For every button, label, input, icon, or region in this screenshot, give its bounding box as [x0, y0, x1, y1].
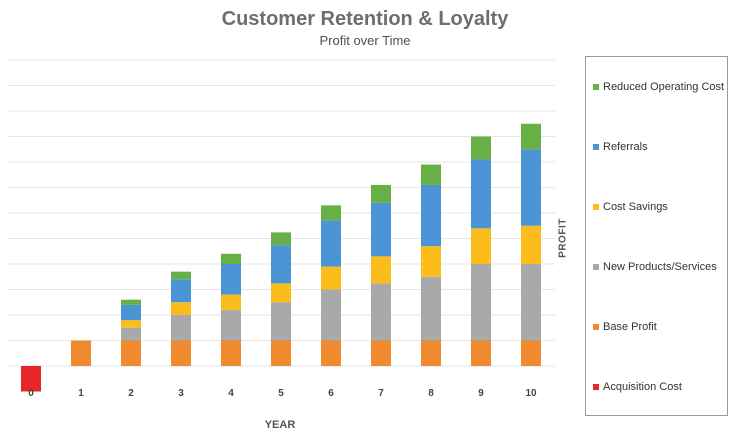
legend-item: Referrals: [593, 141, 648, 153]
x-tick-label: 4: [228, 388, 234, 399]
x-tick-label: 3: [178, 388, 184, 399]
bar-segment: Referrals (4): 6: [221, 264, 241, 295]
x-tick-label: 5: [278, 388, 284, 399]
bar-segment: New Products/Services (8): 12.5: [421, 276, 441, 341]
legend-label: Acquisition Cost: [603, 381, 682, 393]
bar-segment: Referrals (6): 9: [321, 220, 341, 267]
legend-item: Cost Savings: [593, 201, 668, 213]
bar-segment: New Products/Services (6): 10: [321, 289, 341, 341]
bar-segment: Referrals (9): 13.5: [471, 159, 491, 229]
bar-segment: Reduced Operating Cost (2): 1: [121, 299, 141, 305]
bar-segment: Base Profit (5): 5: [271, 340, 291, 366]
bar-segment: Referrals (3): 4.5: [171, 279, 191, 303]
x-tick-label: 1: [78, 388, 84, 399]
bar-segment: Cost Savings (4): 3: [221, 294, 241, 310]
legend-label: Base Profit: [603, 321, 657, 333]
x-tick-label: 7: [378, 388, 384, 399]
legend-label: New Products/Services: [603, 261, 717, 273]
bar-segment: Reduced Operating Cost (7): 3.5: [371, 184, 391, 203]
y-axis-label: PROFIT: [557, 218, 569, 258]
bar-segment: Base Profit (2): 5: [121, 340, 141, 366]
legend-label: Cost Savings: [603, 201, 668, 213]
bar-segment: New Products/Services (3): 5: [171, 315, 191, 341]
bar-segment: New Products/Services (7): 11.2: [371, 283, 391, 341]
bar-segment: Reduced Operating Cost (6): 3: [321, 205, 341, 221]
chart-subtitle: Profit over Time: [319, 33, 411, 48]
legend-item: New Products/Services: [593, 261, 717, 273]
legend-swatch: [593, 204, 599, 210]
bar-segment: Reduced Operating Cost (10): 5: [521, 123, 541, 150]
bar-segment: Cost Savings (3): 2.5: [171, 302, 191, 315]
bar-segment: Cost Savings (9): 7: [471, 228, 491, 264]
bar-segment: Base Profit (4): 5: [221, 340, 241, 366]
chart-legend: Reduced Operating Cost Referrals Cost Savi…: [585, 56, 728, 416]
legend-label: Referrals: [603, 141, 648, 153]
legend-swatch: [593, 264, 599, 270]
bar-segment: New Products/Services (9): 15: [471, 264, 491, 341]
bar-segment: New Products/Services (4): 6: [221, 309, 241, 341]
chart-title: Customer Retention & Loyalty: [221, 8, 509, 30]
bar-segment: Referrals (10): 15: [521, 149, 541, 226]
legend-item: Reduced Operating Cost: [593, 81, 724, 93]
legend-swatch: [593, 384, 599, 390]
bar-segment: Reduced Operating Cost (5): 2.5: [271, 232, 291, 246]
bar-segment: Cost Savings (6): 4.5: [321, 266, 341, 290]
bar-segment: Referrals (8): 12: [421, 184, 441, 247]
legend-swatch: [593, 324, 599, 330]
x-tick-label: 9: [478, 388, 484, 399]
bar-segment: Cost Savings (5): 3.7: [271, 283, 291, 303]
legend-swatch: [593, 84, 599, 90]
bar-segment: Base Profit (6): 5: [321, 340, 341, 366]
bar-segment: Cost Savings (2): 1.5: [121, 320, 141, 328]
bar-segment: Acquisition Cost (0): -5: [21, 366, 41, 392]
bar-segment: Reduced Operating Cost (4): 2: [221, 253, 241, 264]
bar-segment: Base Profit (9): 5: [471, 340, 491, 366]
bar-segment: Base Profit (1): 5: [71, 340, 91, 366]
x-tick-label: 2: [128, 388, 134, 399]
x-tick-label: 10: [525, 388, 537, 399]
x-tick-label: 0: [28, 388, 34, 399]
bar-segment: Reduced Operating Cost (9): 4.5: [471, 136, 491, 160]
legend-item: Base Profit: [593, 321, 657, 333]
bar-segment: New Products/Services (5): 7.5: [271, 302, 291, 341]
bar-segment: Referrals (7): 10.5: [371, 202, 391, 257]
bar-segment: Cost Savings (10): 7.5: [521, 225, 541, 264]
bar-segment: Cost Savings (7): 5.3: [371, 256, 391, 284]
bar-segment: Referrals (5): 7.5: [271, 245, 291, 284]
bar-segment: Reduced Operating Cost (8): 4: [421, 164, 441, 185]
bar-segment: New Products/Services (2): 2.5: [121, 327, 141, 341]
bar-segment: Base Profit (3): 5: [171, 340, 191, 366]
legend-label: Reduced Operating Cost: [603, 81, 725, 93]
bar-segment: New Products/Services (10): 15: [521, 264, 541, 341]
bar-segment: Base Profit (10): 5: [521, 340, 541, 366]
legend-item: Acquisition Cost: [593, 381, 682, 393]
x-tick-label: 6: [328, 388, 334, 399]
bar-segment: Base Profit (8): 5: [421, 340, 441, 366]
bar-segment: Base Profit (7): 5: [371, 340, 391, 366]
bar-segment: Referrals (2): 3: [121, 304, 141, 321]
x-tick-label: 8: [428, 388, 434, 399]
legend-swatch: [593, 144, 599, 150]
bar-segment: Reduced Operating Cost (3): 1.5: [171, 271, 191, 280]
bar-segment: Cost Savings (8): 6: [421, 246, 441, 277]
x-axis-label: YEAR: [264, 419, 296, 431]
